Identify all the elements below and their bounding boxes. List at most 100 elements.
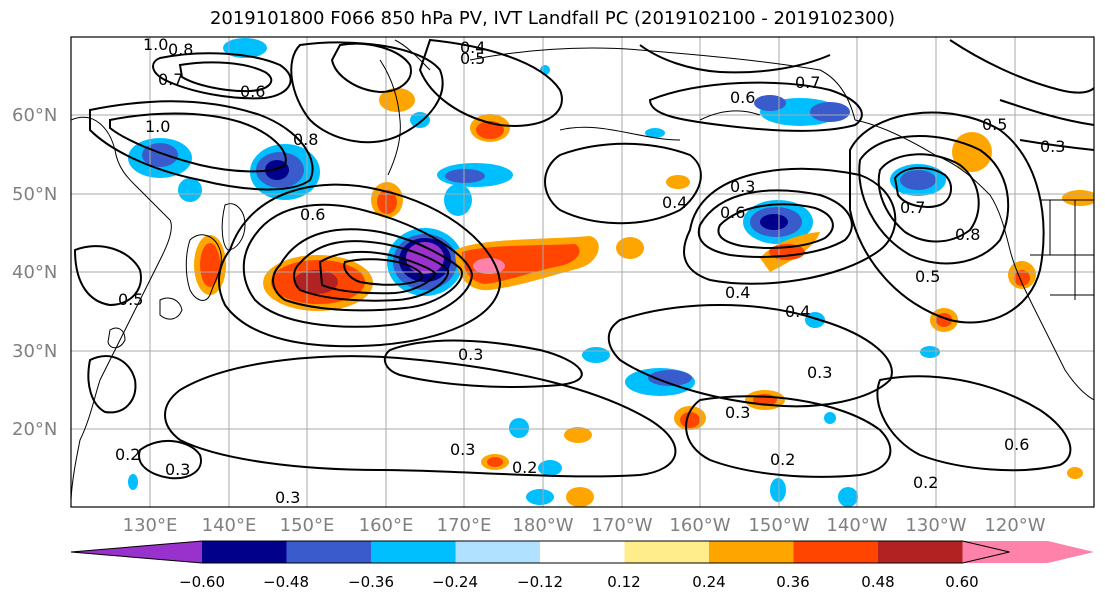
- contour-line: [685, 395, 892, 478]
- contour-label: 0.3: [165, 460, 190, 479]
- ivt-contours: [73, 38, 1094, 480]
- contour-line: [164, 355, 677, 478]
- colorbar-segment: [371, 541, 456, 563]
- contour-label: 0.7: [158, 70, 183, 89]
- contour-label: 0.3: [1040, 137, 1065, 156]
- lon-label: 130°W: [905, 515, 966, 536]
- contour-line: [683, 167, 897, 285]
- colorbar-tick-label: 0.36: [776, 573, 809, 591]
- contour-line: [418, 38, 563, 127]
- contour-label: 0.5: [982, 115, 1007, 134]
- lon-label: 140°E: [202, 515, 257, 536]
- contour-line: [999, 99, 1094, 126]
- lat-label: 40°N: [12, 262, 57, 283]
- contour-label: 0.3: [458, 345, 483, 364]
- contour-label: 0.7: [900, 198, 925, 217]
- contour-label: 0.5: [460, 49, 485, 68]
- contour-line: [89, 100, 314, 191]
- contour-label: 1.0: [145, 117, 170, 136]
- contour-label: 0.3: [450, 440, 475, 459]
- latitude-labels: 60°N 50°N 40°N 30°N 20°N: [12, 105, 57, 440]
- colorbar-segment: [71, 541, 202, 563]
- contour-line: [87, 355, 137, 414]
- contour-label: 0.8: [168, 40, 193, 59]
- contour-label: 0.3: [275, 488, 300, 507]
- contour-line: [639, 44, 831, 74]
- contour-line: [849, 111, 1045, 324]
- lat-label: 20°N: [12, 419, 57, 440]
- lon-label: 180°W: [512, 515, 573, 536]
- colorbar-tick-labels: −0.60 −0.48 −0.36 −0.24 −0.12 0.12 0.24 …: [179, 573, 979, 591]
- contour-line: [648, 81, 863, 132]
- colorbar-segment: [455, 541, 541, 563]
- lon-label: 160°E: [359, 515, 414, 536]
- contour-label: 0.6: [300, 205, 325, 224]
- lat-label: 60°N: [12, 105, 57, 126]
- contour-line: [152, 52, 292, 100]
- contour-line: [893, 166, 952, 208]
- contour-line: [178, 61, 273, 93]
- colorbar-segment: [962, 541, 1094, 563]
- colorbar-tick-label: −0.60: [179, 573, 225, 591]
- colorbar-outline: [70, 540, 1010, 564]
- colorbar-segment: [709, 541, 794, 563]
- contour-label: 0.2: [512, 458, 537, 477]
- contour-label: 0.2: [913, 473, 938, 492]
- contour-label: 0.7: [795, 73, 820, 92]
- contour-line: [109, 112, 287, 173]
- lon-label: 130°E: [123, 515, 178, 536]
- colorbar-segment: [624, 541, 710, 563]
- contour-label: 0.6: [720, 203, 745, 222]
- colorbar-tick-label: −0.48: [263, 573, 309, 591]
- contour-line: [290, 41, 444, 144]
- contour-line: [73, 245, 142, 307]
- contour-label: 0.5: [118, 290, 143, 309]
- contour-line: [138, 439, 202, 480]
- map-title: 2019101800 F066 850 hPa PV, IVT Landfall…: [209, 8, 896, 29]
- contour-line: [330, 42, 412, 94]
- lon-label: 150°W: [748, 515, 809, 536]
- coastlines: [71, 39, 1094, 501]
- contour-label: 0.6: [1004, 435, 1029, 454]
- contour-label: 0.3: [807, 363, 832, 382]
- contour-line: [858, 135, 1010, 265]
- lon-label: 150°E: [280, 515, 335, 536]
- contour-line: [877, 153, 980, 243]
- colorbar-tick-label: −0.24: [432, 573, 478, 591]
- contour-label: 0.4: [662, 193, 687, 212]
- contour-label: 0.4: [725, 283, 750, 302]
- contour-line: [293, 240, 450, 302]
- colorbar-tick-label: 0.24: [692, 573, 725, 591]
- contour-line: [607, 304, 893, 408]
- lat-label: 30°N: [12, 341, 57, 362]
- lon-label: 120°W: [984, 515, 1045, 536]
- contour-line: [218, 183, 502, 348]
- contour-line: [242, 203, 474, 328]
- contour-line: [1019, 139, 1094, 151]
- contour-label: 0.6: [730, 88, 755, 107]
- map-panel: 1.0 0.8 0.7 0.6 1.0 0.4 0.5 0.8 0.7 0.6 …: [71, 37, 1094, 507]
- contour-label: 0.4: [460, 38, 485, 57]
- contour-label: 0.4: [785, 302, 810, 321]
- colorbar: [70, 540, 1094, 564]
- lon-label: 160°W: [669, 515, 730, 536]
- contour-line: [318, 250, 437, 295]
- contour-label: 0.8: [293, 130, 318, 149]
- contour-line: [876, 375, 1072, 472]
- contour-labels: 1.0 0.8 0.7 0.6 1.0 0.4 0.5 0.8 0.7 0.6 …: [115, 37, 1065, 507]
- contour-line: [343, 258, 423, 286]
- lat-label: 50°N: [12, 184, 57, 205]
- contour-line: [544, 142, 702, 225]
- contour-label: 0.6: [240, 82, 265, 101]
- colorbar-tick-label: −0.12: [517, 573, 563, 591]
- colorbar-segment: [540, 541, 625, 563]
- contour-line: [717, 203, 834, 249]
- contour-line: [272, 228, 463, 312]
- contour-label: 0.3: [725, 403, 750, 422]
- lon-label: 140°W: [826, 515, 887, 536]
- longitude-labels: 130°E 140°E 150°E 160°E 170°E 180°W 170°…: [123, 515, 1046, 536]
- lon-label: 170°E: [437, 515, 492, 536]
- contour-label: 0.3: [730, 177, 755, 196]
- colorbar-tick-label: 0.48: [861, 573, 894, 591]
- lon-label: 170°W: [591, 515, 652, 536]
